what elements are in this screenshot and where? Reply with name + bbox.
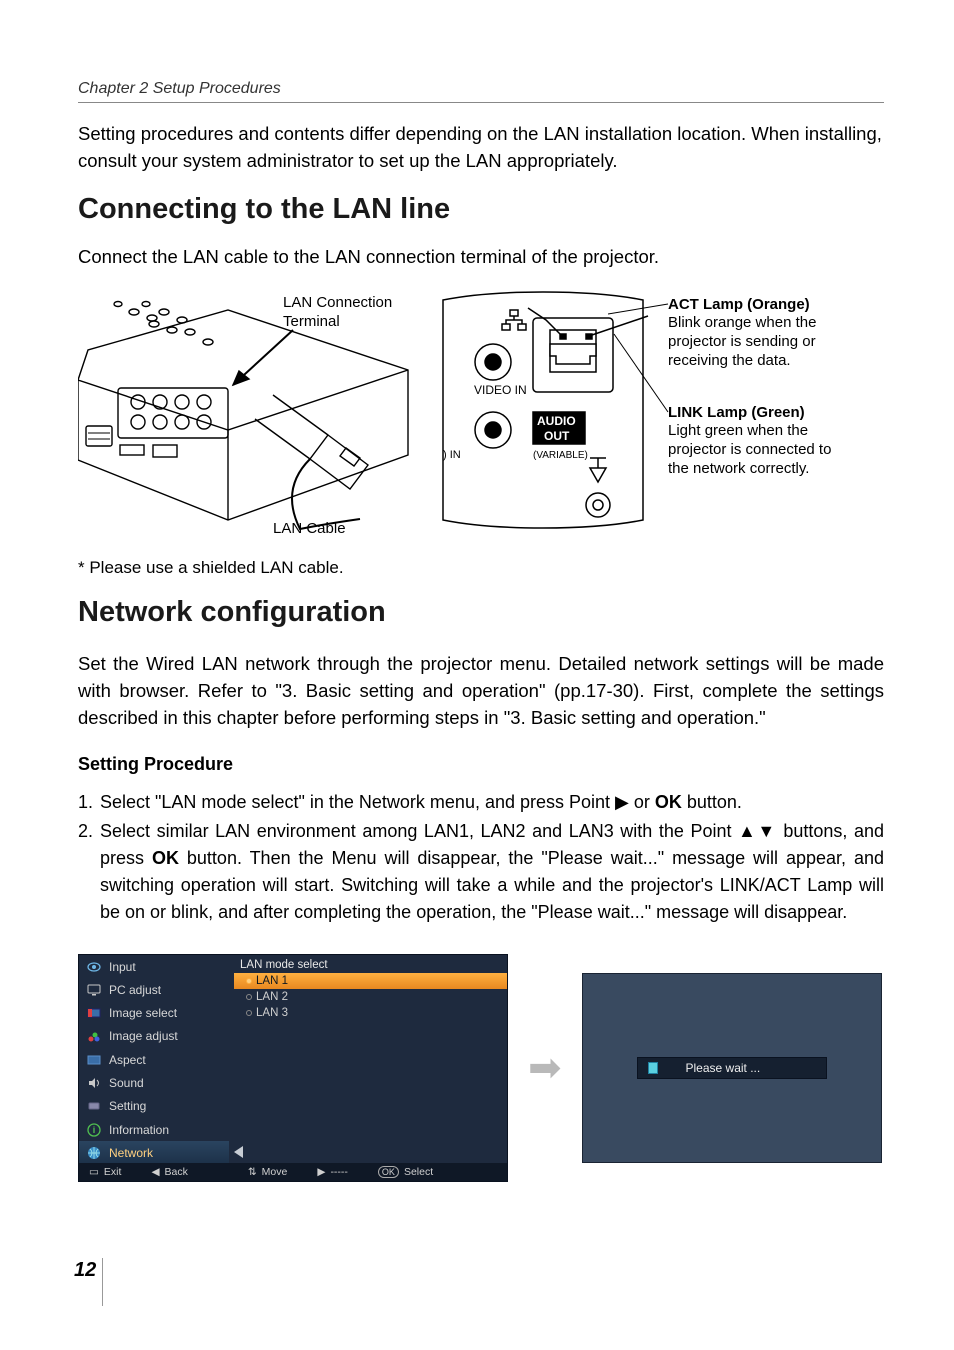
- leader-lines: [608, 290, 678, 470]
- lan-option-lan2[interactable]: LAN 2: [234, 989, 507, 1005]
- footer-dashes: -----: [330, 1166, 347, 1178]
- step-1-pre: Select "LAN mode select" in the Network …: [100, 792, 615, 812]
- step-2-ok: OK: [152, 848, 179, 868]
- sound-icon: [87, 1076, 101, 1090]
- menu-right-panel: LAN mode select LAN 1 LAN 2 LAN 3: [234, 955, 507, 1165]
- sidebar-item-setting[interactable]: Setting: [79, 1095, 229, 1118]
- label-video-in: VIDEO IN: [474, 383, 527, 397]
- footer-select: Select: [404, 1166, 433, 1178]
- pc-icon: [87, 983, 101, 997]
- aspect-icon: [87, 1053, 101, 1067]
- lan-option-label: LAN 1: [256, 975, 288, 987]
- setting-icon: [87, 1099, 101, 1113]
- chapter-header: Chapter 2 Setup Procedures: [78, 80, 884, 103]
- sidebar-item-information[interactable]: i Information: [79, 1118, 229, 1141]
- sidebar-item-aspect[interactable]: Aspect: [79, 1048, 229, 1071]
- step-2: 2. Select similar LAN environment among …: [78, 818, 884, 926]
- arrow-right-icon: ➡: [528, 1045, 562, 1091]
- radio-icon: [246, 978, 252, 984]
- act-lamp-title: ACT Lamp (Orange): [668, 296, 810, 315]
- sidebar-item-image-select[interactable]: Image select: [79, 1001, 229, 1024]
- label-audio: AUDIO: [537, 414, 576, 428]
- lan-option-lan3[interactable]: LAN 3: [234, 1005, 507, 1021]
- menu-right-title: LAN mode select: [234, 955, 507, 973]
- page-number: 12: [74, 1259, 96, 1282]
- step-2-num: 2.: [78, 818, 100, 926]
- sidebar-item-label: Network: [109, 1146, 153, 1160]
- radio-icon: [246, 1010, 252, 1016]
- menu-footer: ▭ Exit ◀ Back ⇅ Move ▶ ----- OK Select: [79, 1163, 507, 1181]
- step-1-num: 1.: [78, 789, 100, 816]
- back-arrow-icon: ◀: [151, 1166, 159, 1178]
- step-1: 1. Select "LAN mode select" in the Netwo…: [78, 789, 884, 816]
- right-arrow-icon: ▶: [317, 1166, 325, 1178]
- act-lamp-desc: Blink orange when the projector is sendi…: [668, 314, 848, 370]
- link-lamp-desc: Light green when the projector is connec…: [668, 422, 848, 478]
- wait-screenshot: Please wait ...: [582, 973, 882, 1163]
- network-icon: [87, 1146, 101, 1160]
- page-number-rule: [102, 1258, 103, 1306]
- exit-icon: ▭: [89, 1166, 99, 1178]
- sidebar-item-network[interactable]: Network: [79, 1141, 229, 1164]
- step-2-post: button. Then the Menu will disappear, th…: [100, 848, 884, 922]
- sidebar-item-input[interactable]: Input: [79, 955, 229, 978]
- step-2-pre: Select similar LAN environment among LAN…: [100, 821, 738, 841]
- section-title-network-config: Network configuration: [78, 596, 884, 629]
- wait-text: Please wait ...: [686, 1061, 761, 1075]
- lan-option-lan1[interactable]: LAN 1: [234, 973, 507, 989]
- sidebar-item-label: Input: [109, 960, 136, 974]
- lan-option-label: LAN 3: [256, 1007, 288, 1019]
- sidebar-item-label: Setting: [109, 1099, 146, 1113]
- setting-procedure-heading: Setting Procedure: [78, 754, 884, 775]
- section2-paragraph: Set the Wired LAN network through the pr…: [78, 651, 884, 731]
- step-1-post: button.: [682, 792, 742, 812]
- label-variable: (VARIABLE): [533, 450, 588, 461]
- footer-exit: Exit: [104, 1166, 122, 1178]
- sidebar-item-sound[interactable]: Sound: [79, 1071, 229, 1094]
- wait-bar: Please wait ...: [637, 1057, 827, 1079]
- sidebar-item-label: Sound: [109, 1076, 144, 1090]
- label-lan-cable: LAN Cable: [273, 520, 346, 539]
- info-icon: i: [87, 1123, 101, 1137]
- imgsel-icon: [87, 1006, 101, 1020]
- screenshot-row: Input PC adjust Image select Image adjust As…: [78, 954, 884, 1182]
- menu-screenshot: Input PC adjust Image select Image adjust As…: [78, 954, 508, 1182]
- footer-back: Back: [165, 1166, 188, 1178]
- hourglass-icon: [648, 1062, 658, 1074]
- label-out: OUT: [544, 429, 570, 443]
- imgadj-icon: [87, 1029, 101, 1043]
- footnote: * Please use a shielded LAN cable.: [78, 558, 884, 578]
- eye-icon: [87, 960, 101, 974]
- label-in: ) IN: [443, 449, 461, 461]
- label-lan-terminal: LAN Connection Terminal: [283, 294, 413, 332]
- sidebar-item-image-adjust[interactable]: Image adjust: [79, 1025, 229, 1048]
- ok-icon: OK: [378, 1166, 399, 1178]
- intro-paragraph: Setting procedures and contents differ d…: [78, 121, 884, 175]
- step-2-arrows: ▲▼: [738, 821, 777, 841]
- svg-text:i: i: [93, 1125, 96, 1135]
- step-1-ok: OK: [655, 792, 682, 812]
- sidebar-item-label: Image adjust: [109, 1029, 178, 1043]
- footer-move: Move: [262, 1166, 288, 1178]
- sidebar-item-label: PC adjust: [109, 983, 161, 997]
- diagram-area: LAN Connection Terminal LAN Cable: [78, 280, 884, 550]
- link-lamp-title: LINK Lamp (Green): [668, 404, 805, 423]
- radio-icon: [246, 994, 252, 1000]
- section-title-connecting: Connecting to the LAN line: [78, 193, 884, 226]
- sidebar-item-label: Aspect: [109, 1053, 146, 1067]
- menu-sidebar: Input PC adjust Image select Image adjust As…: [79, 955, 229, 1165]
- lan-option-label: LAN 2: [256, 991, 288, 1003]
- sidebar-item-label: Image select: [109, 1006, 177, 1020]
- sidebar-item-pc-adjust[interactable]: PC adjust: [79, 978, 229, 1001]
- sidebar-item-label: Information: [109, 1123, 169, 1137]
- step-1-mid: or: [629, 792, 655, 812]
- move-arrows-icon: ⇅: [248, 1166, 257, 1178]
- section1-paragraph: Connect the LAN cable to the LAN connect…: [78, 244, 884, 271]
- step-list: 1. Select "LAN mode select" in the Netwo…: [78, 789, 884, 926]
- step-1-arrow: ▶: [615, 792, 629, 812]
